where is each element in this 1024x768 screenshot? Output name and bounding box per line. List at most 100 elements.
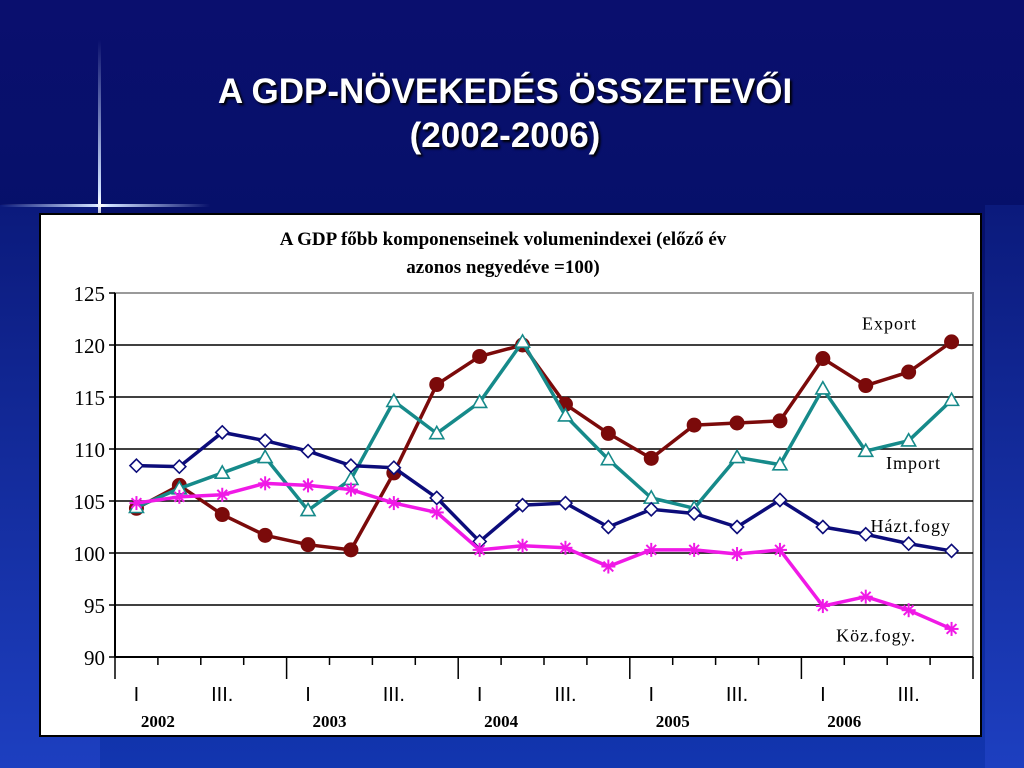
series-import	[128, 333, 960, 517]
series-line	[136, 430, 952, 553]
data-point-triangle	[814, 380, 832, 395]
data-point-dot	[300, 537, 316, 553]
data-point-diamond	[257, 433, 273, 449]
data-point-diamond	[386, 460, 402, 476]
data-point-triangle	[771, 455, 789, 471]
data-point-diamond	[858, 526, 874, 542]
data-point-dot	[343, 542, 359, 558]
data-point-star	[687, 542, 702, 557]
chart-title-line1: A GDP főbb komponenseinek volumenindexei…	[280, 229, 727, 250]
series-label: Export	[862, 313, 917, 333]
series-line	[135, 340, 953, 552]
data-point-diamond	[901, 536, 917, 552]
data-point-diamond	[300, 443, 316, 459]
data-point-triangle	[514, 333, 531, 348]
data-point-triangle	[385, 392, 403, 408]
data-point-star	[815, 599, 830, 614]
data-point-star	[944, 621, 959, 636]
data-point-dot	[901, 364, 917, 380]
data-point-star	[644, 542, 659, 557]
data-point-star	[558, 540, 573, 555]
data-point-triangle	[728, 448, 746, 464]
data-point-triangle	[557, 407, 574, 422]
data-point-diamond	[643, 501, 659, 517]
data-point-star	[343, 482, 358, 497]
data-point-diamond	[729, 519, 745, 535]
data-point-dot	[944, 334, 960, 350]
data-point-triangle	[428, 424, 446, 440]
data-point-dot	[858, 378, 874, 394]
data-point-star	[172, 489, 187, 504]
x-quarter-label: I	[820, 684, 826, 706]
data-point-dot	[600, 425, 616, 441]
data-point-star	[258, 476, 273, 491]
data-point-dot	[257, 527, 273, 543]
series-line	[136, 481, 953, 631]
data-point-dot	[472, 348, 488, 364]
y-tick-label: 110	[74, 438, 105, 462]
data-point-triangle	[213, 464, 231, 479]
data-point-star	[129, 496, 144, 511]
data-point-star	[215, 487, 230, 502]
y-tick-label: 120	[74, 334, 106, 358]
data-point-star	[858, 589, 873, 604]
data-point-star	[472, 542, 487, 557]
data-point-star	[515, 538, 530, 553]
y-tick-label: 125	[74, 282, 106, 306]
y-tick-label: 95	[84, 594, 105, 618]
data-point-diamond	[557, 495, 574, 511]
data-point-dot	[686, 417, 702, 433]
data-point-dot	[815, 351, 831, 367]
y-tick-label: 115	[74, 386, 105, 410]
data-point-star	[386, 496, 401, 511]
x-quarter-label: III.	[383, 684, 405, 706]
data-point-diamond	[128, 458, 145, 474]
x-quarter-label: I	[648, 684, 654, 706]
data-point-diamond	[815, 519, 831, 535]
data-point-dot	[214, 507, 230, 523]
series-label: Köz.fogy.	[836, 625, 916, 645]
data-point-diamond	[943, 543, 960, 559]
data-point-triangle	[256, 448, 274, 464]
y-tick-label: 105	[74, 490, 106, 514]
series-label: Import	[886, 453, 941, 473]
series-line	[135, 340, 953, 513]
data-point-triangle	[900, 432, 918, 447]
series-export	[128, 334, 960, 558]
data-point-triangle	[471, 393, 489, 409]
data-point-diamond	[772, 492, 788, 508]
x-year-label: 2005	[656, 712, 690, 731]
data-point-diamond	[171, 459, 187, 475]
y-tick-label: 90	[84, 646, 105, 670]
slide-title-line1: A GDP-NÖVEKEDÉS ÖSSZETEVŐI	[217, 72, 793, 111]
data-point-dot	[729, 415, 745, 431]
x-quarter-label: III.	[211, 684, 233, 706]
data-point-diamond	[343, 458, 359, 474]
slide-title-line2: (2002-2006)	[409, 116, 601, 155]
x-year-label: 2002	[141, 712, 175, 731]
series-label-layer: Export Import Házt.fogy Köz.fogy.	[836, 313, 950, 645]
sparkle-decoration-horizontal	[0, 204, 210, 207]
y-tick-label: 100	[74, 542, 106, 566]
data-point-triangle	[299, 501, 317, 517]
x-year-label: 2006	[827, 712, 861, 731]
chart-title-line2: azonos negyedéve =100)	[406, 257, 599, 278]
data-point-triangle	[943, 391, 960, 407]
data-point-triangle	[857, 442, 875, 458]
axis-layer: 90 95 100 105 110 115 120 125 I III. I III. I III. I II…	[74, 282, 974, 731]
data-point-star	[429, 505, 444, 520]
data-point-diamond	[686, 505, 702, 522]
data-point-diamond	[429, 490, 445, 506]
line-chart: A GDP főbb komponenseinek volumenindexei…	[74, 229, 974, 731]
data-point-star	[730, 547, 745, 562]
data-point-triangle	[599, 450, 617, 466]
data-point-dot	[429, 377, 445, 393]
x-quarter-label: III.	[726, 684, 748, 706]
x-quarter-label: III.	[554, 684, 576, 706]
x-quarter-label: III.	[898, 684, 920, 706]
data-point-diamond	[514, 497, 531, 513]
x-quarter-label: I	[305, 684, 311, 706]
x-year-label: 2003	[313, 712, 347, 731]
series-layer	[128, 333, 960, 636]
data-point-dot	[643, 450, 659, 466]
